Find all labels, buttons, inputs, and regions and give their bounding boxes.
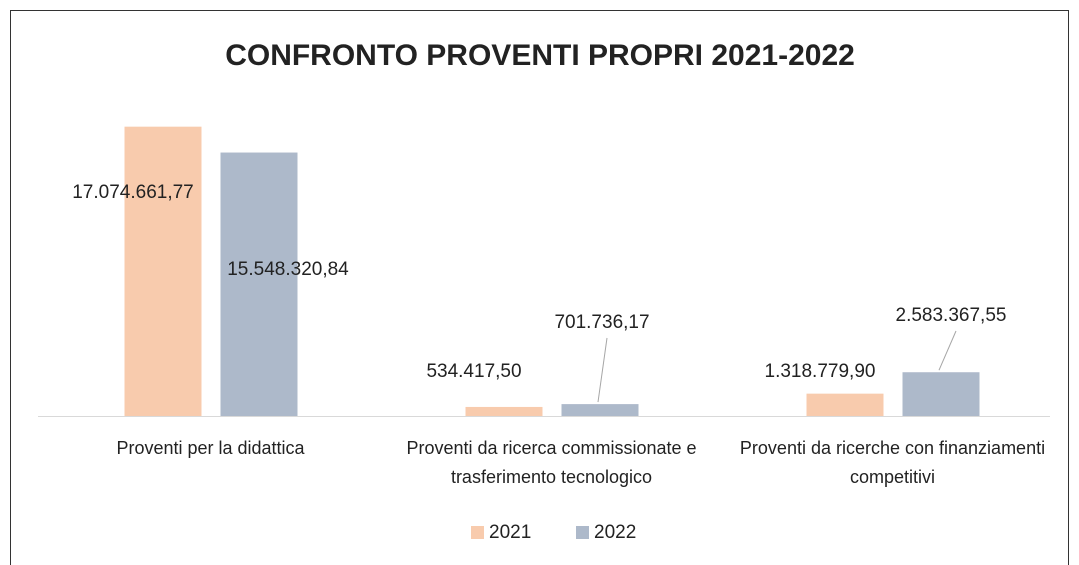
chart-title: CONFRONTO PROVENTI PROPRI 2021-2022 (225, 39, 855, 72)
frame (10, 10, 1069, 565)
bar (561, 404, 639, 416)
legend-label: 2021 (489, 522, 531, 543)
bar (806, 393, 884, 416)
data-label: 534.417,50 (426, 361, 521, 382)
x-tick-label: Proventi per la didattica (116, 438, 305, 458)
bar (902, 372, 980, 416)
bar (124, 126, 202, 416)
bar (220, 152, 298, 416)
legend-swatch (576, 526, 589, 539)
data-label: 2.583.367,55 (896, 305, 1007, 326)
data-label: 17.074.661,77 (72, 182, 194, 203)
data-label: 1.318.779,90 (765, 361, 876, 382)
data-label: 15.548.320,84 (227, 259, 349, 280)
legend-swatch (471, 526, 484, 539)
x-tick-label: Proventi da ricerche con finanziamenti c… (739, 438, 1046, 487)
bar (465, 406, 543, 416)
leader-line (597, 337, 608, 403)
x-tick-label: Proventi da ricerca commissionate e tras… (406, 438, 697, 487)
data-label: 701.736,17 (554, 312, 649, 333)
legend-label: 2022 (594, 522, 636, 543)
leader-line (938, 330, 957, 371)
